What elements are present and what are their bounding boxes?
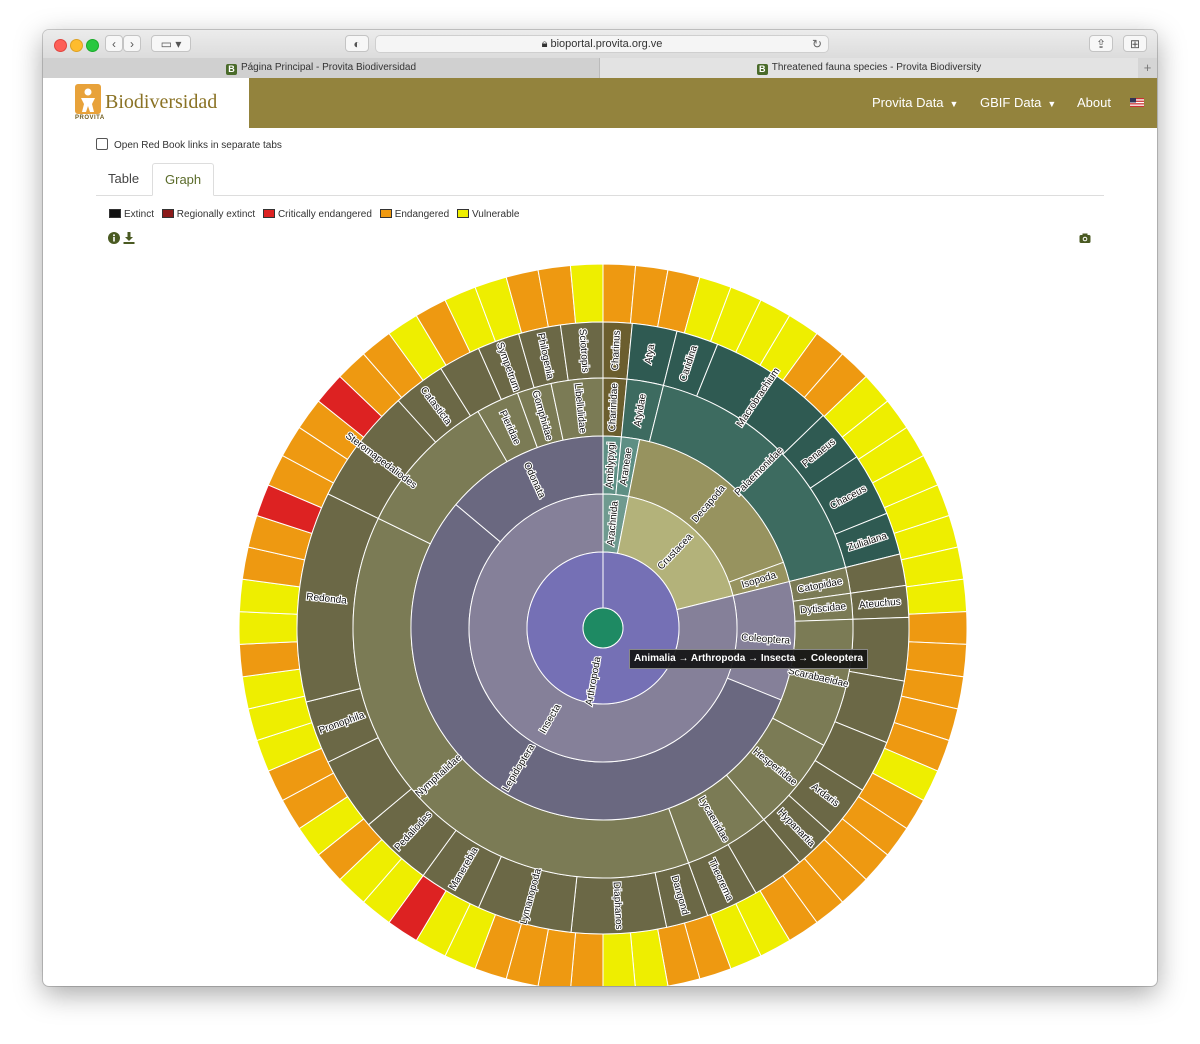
info-icon[interactable]: [108, 232, 120, 244]
browser-tab-fauna[interactable]: B Threatened fauna species - Provita Biod…: [600, 58, 1138, 78]
chevron-down-icon: ▼: [1047, 99, 1057, 109]
open-links-label: Open Red Book links in separate tabs: [114, 140, 282, 151]
legend: Extinct Regionally extinct Critically en…: [109, 209, 524, 220]
legend-item: Endangered: [379, 209, 449, 220]
tab-title: Página Principal - Provita Biodiversidad: [240, 62, 417, 73]
legend-swatch: [379, 209, 392, 218]
minimize-window-button[interactable]: [70, 39, 83, 52]
legend-swatch: [262, 209, 275, 218]
genus-label: Redonda: [306, 591, 348, 606]
zoom-window-button[interactable]: [86, 39, 99, 52]
browser-tab-bar: B Página Principal - Provita Biodiversida…: [43, 58, 1157, 79]
sidebar-icon: ▭ ▾: [160, 37, 182, 51]
genus-label: Sciotropis: [576, 328, 590, 373]
site-header: PROVITA Biodiversidad Provita Data ▼ GBIF…: [43, 78, 1157, 128]
legend-swatch: [161, 209, 174, 218]
address-bar[interactable]: 🔒︎ bioportal.provita.org.ve ↻: [375, 35, 829, 53]
new-tab-button[interactable]: +: [1143, 60, 1152, 75]
legend-item: Regionally extinct: [161, 209, 255, 220]
favicon-icon: B: [756, 64, 768, 75]
chevron-down-icon: ▼: [949, 99, 959, 109]
status-segment[interactable]: [602, 932, 636, 986]
provita-logo-icon: [75, 84, 101, 114]
family-label: Dytiscidae: [800, 601, 847, 616]
us-flag-icon[interactable]: [1130, 98, 1144, 107]
close-window-button[interactable]: [54, 39, 67, 52]
browser-tab-home[interactable]: B Página Principal - Provita Biodiversida…: [43, 58, 600, 78]
chart-tooltip: Animalia → Arthropoda → Insecta → Coleop…: [629, 649, 869, 669]
url-text: bioportal.provita.org.ve: [550, 38, 663, 50]
genus-label: Ateuchus: [859, 597, 902, 612]
root-node[interactable]: [582, 607, 624, 649]
status-segment[interactable]: [569, 263, 604, 324]
nav-provita-data[interactable]: Provita Data ▼: [872, 78, 958, 128]
shield-icon: ◐: [353, 37, 361, 51]
tab-table[interactable]: Table: [108, 171, 140, 186]
lock-icon: 🔒︎: [541, 38, 551, 50]
browser-window: ‹ › ▭ ▾ ◐ 🔒︎ bioportal.provita.org.ve ↻ …: [43, 30, 1157, 986]
legend-swatch: [109, 209, 121, 218]
tab-graph[interactable]: Graph: [152, 163, 215, 196]
nav-label: GBIF Data: [980, 95, 1042, 110]
nav-label: About: [1077, 95, 1111, 110]
forward-button[interactable]: ›: [123, 35, 141, 52]
share-button[interactable]: ⇪: [1089, 35, 1113, 52]
view-tabs: Table Graph: [96, 163, 1104, 196]
nav-gbif-data[interactable]: GBIF Data ▼: [980, 78, 1056, 128]
main-content: Open Red Book links in separate tabs Tab…: [43, 128, 1157, 986]
sunburst-chart[interactable]: Charinus Atya CaridinaMacrobrachiumPenaeus…: [223, 258, 983, 986]
grid-icon: ⊞: [1129, 37, 1141, 51]
reload-icon[interactable]: ↻: [811, 37, 822, 51]
back-button[interactable]: ‹: [105, 35, 123, 52]
genus-label: Diaphanos: [611, 881, 624, 929]
tab-title: Threatened fauna species - Provita Biodi…: [771, 62, 982, 73]
open-links-option[interactable]: Open Red Book links in separate tabs: [96, 138, 282, 151]
open-links-checkbox[interactable]: [96, 138, 108, 150]
site-logo[interactable]: PROVITA Biodiversidad: [43, 78, 249, 128]
logo-subtitle: PROVITA: [75, 115, 105, 121]
sunburst-rings: [238, 263, 968, 986]
order-label: Amblypygi: [604, 442, 617, 489]
tab-overview-button[interactable]: ⊞: [1123, 35, 1147, 52]
nav-label: Provita Data: [872, 95, 944, 110]
family-label: Charinidae: [607, 382, 620, 431]
sidebar-toggle-button[interactable]: ▭ ▾: [151, 35, 191, 52]
legend-swatch: [456, 209, 469, 218]
genus-label: Charinus: [610, 330, 623, 371]
nav-about[interactable]: About: [1077, 78, 1111, 128]
share-icon: ⇪: [1095, 37, 1107, 51]
privacy-shield-button[interactable]: ◐: [345, 35, 369, 52]
favicon-icon: B: [225, 64, 237, 75]
camera-icon[interactable]: [1079, 232, 1091, 244]
browser-toolbar: ‹ › ▭ ▾ ◐ 🔒︎ bioportal.provita.org.ve ↻ …: [43, 30, 1157, 59]
legend-item: Extinct: [109, 209, 154, 220]
logo-text: Biodiversidad: [105, 91, 218, 113]
legend-item: Vulnerable: [456, 209, 519, 220]
order-label: Coleoptera: [741, 632, 791, 646]
genus-label: Atya: [643, 343, 657, 365]
download-icon[interactable]: [123, 232, 135, 244]
legend-item: Critically endangered: [262, 209, 372, 220]
status-segment[interactable]: [908, 611, 968, 645]
status-segment[interactable]: [238, 611, 298, 645]
